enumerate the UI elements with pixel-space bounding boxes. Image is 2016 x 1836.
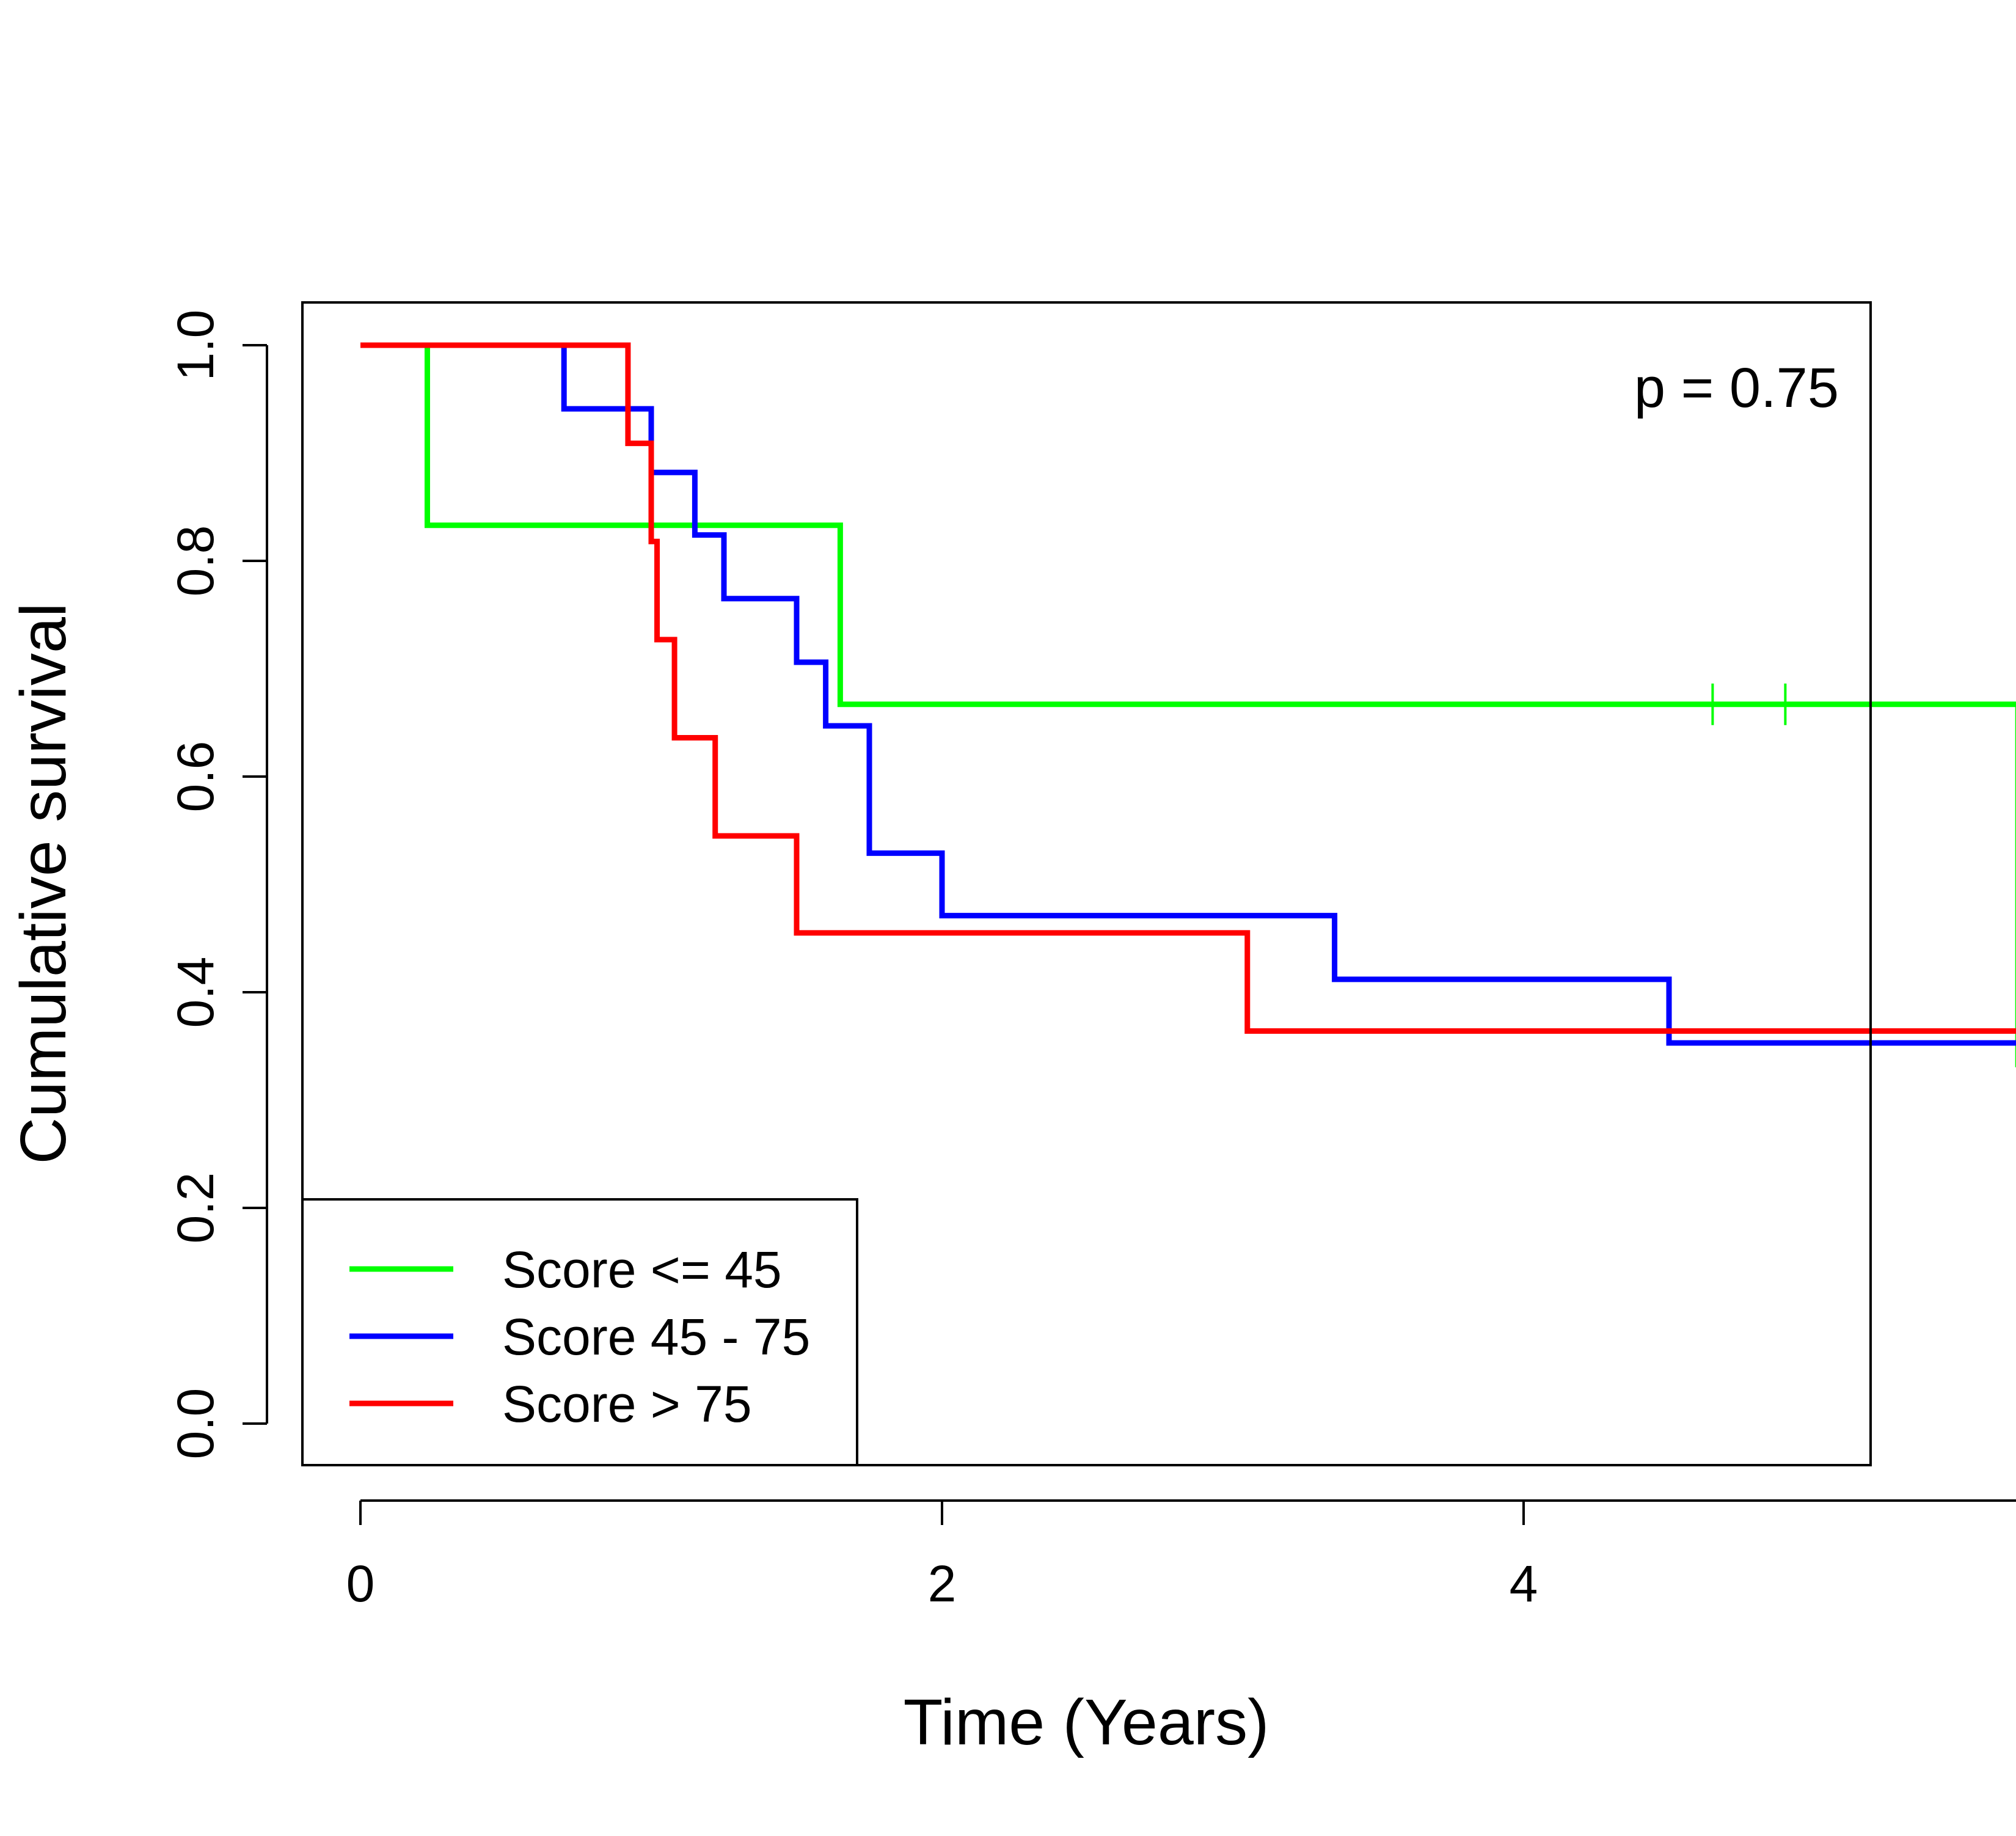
legend-label: Score 45 - 75	[502, 1308, 810, 1366]
legend-label: Score <= 45	[502, 1241, 782, 1298]
legend-box	[301, 1198, 858, 1466]
x-axis-title: Time (Years)	[904, 1686, 1269, 1758]
axes-layer: 02468100.00.20.40.60.81.0	[167, 310, 2016, 1612]
survival-curve-1	[360, 342, 2016, 1067]
y-tick-label: 1.0	[167, 310, 224, 381]
x-tick-label: 4	[1510, 1555, 1538, 1612]
p-value-annotation: p = 0.75	[1634, 357, 1839, 419]
curves-layer	[360, 342, 2016, 1067]
legend-item-1: Score <= 45	[349, 1241, 782, 1298]
survival-line	[360, 342, 2016, 1034]
y-tick-label: 0.4	[167, 957, 224, 1028]
x-tick-label: 0	[346, 1555, 375, 1612]
y-tick-label: 0.8	[167, 525, 224, 597]
legend-label: Score > 75	[502, 1375, 752, 1433]
plot-frame	[301, 301, 1872, 1466]
survival-curve-3	[360, 342, 2016, 1034]
legend: Score <= 45 Score 45 - 75 Score > 75	[301, 1198, 858, 1466]
legend-item-2: Score 45 - 75	[349, 1308, 810, 1366]
y-tick-label: 0.0	[167, 1388, 224, 1460]
x-tick-label: 2	[928, 1555, 957, 1612]
survival-line	[360, 342, 2016, 1067]
y-tick-label: 0.2	[167, 1172, 224, 1244]
y-axis-title: Cumulative survival	[7, 603, 79, 1165]
legend-item-3: Score > 75	[349, 1375, 752, 1433]
y-tick-label: 0.6	[167, 741, 224, 813]
